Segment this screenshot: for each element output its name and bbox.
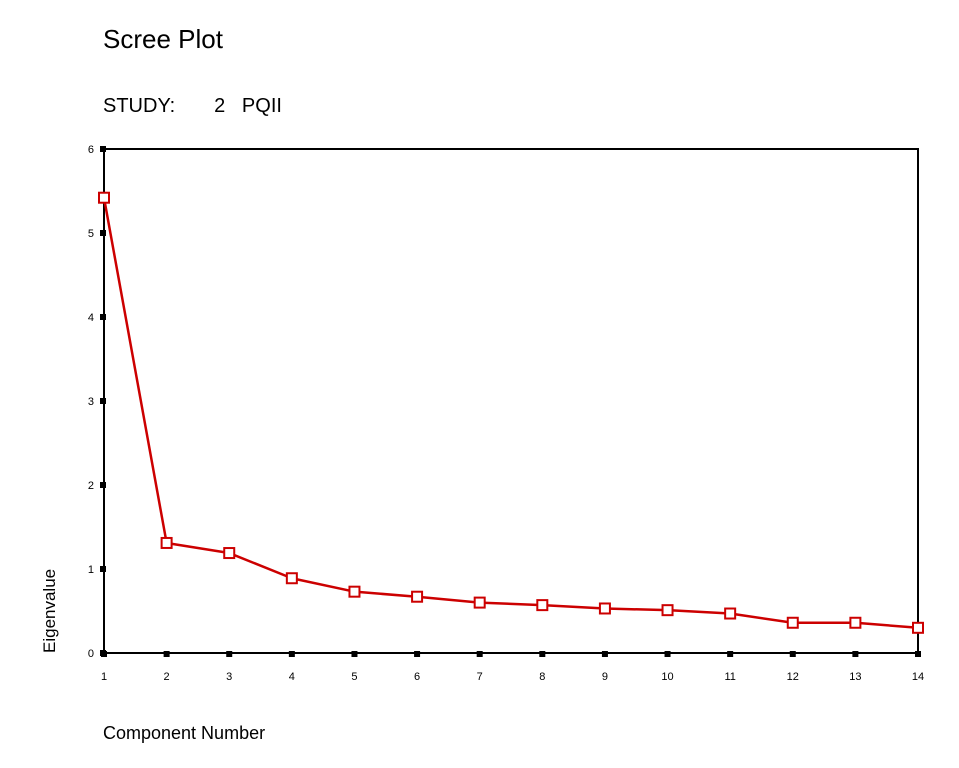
data-point: [160, 536, 173, 549]
y-tick: [100, 566, 106, 572]
x-tick-label: 1: [101, 671, 107, 683]
y-tick-label: 6: [88, 144, 94, 156]
data-point: [285, 572, 298, 585]
x-tick-label: 6: [414, 671, 420, 683]
data-point: [912, 621, 924, 634]
x-tick: [351, 651, 358, 657]
x-tick: [727, 651, 734, 657]
x-tick: [601, 651, 608, 657]
data-point: [786, 616, 799, 629]
data-point: [411, 590, 424, 603]
x-tick: [288, 651, 295, 657]
x-tick: [789, 651, 796, 657]
data-point: [661, 604, 674, 617]
y-tick-label: 5: [88, 228, 94, 240]
x-tick-label: 2: [164, 671, 170, 683]
x-axis-label: Component Number: [103, 723, 266, 743]
x-tick-label: 13: [849, 671, 861, 683]
x-tick-label: 12: [787, 671, 799, 683]
plot-frame: [103, 148, 919, 654]
x-tick-label: 7: [477, 671, 483, 683]
data-point: [348, 585, 361, 598]
data-point: [473, 596, 486, 609]
y-tick: [100, 314, 106, 320]
x-tick-label: 8: [539, 671, 545, 683]
x-tick-label: 11: [724, 671, 735, 683]
data-point: [849, 616, 862, 629]
x-tick: [414, 651, 421, 657]
y-tick-label: 1: [88, 564, 94, 576]
y-axis-label: Eigenvalue: [40, 568, 59, 653]
x-tick: [476, 651, 483, 657]
x-tick: [915, 651, 921, 657]
x-tick-label: 14: [912, 671, 924, 683]
x-tick: [852, 651, 859, 657]
x-tick-label: 9: [602, 671, 608, 683]
y-tick: [100, 230, 106, 236]
x-tick-label: 10: [661, 671, 673, 683]
x-tick: [664, 651, 671, 657]
data-point: [98, 191, 110, 204]
x-tick: [101, 651, 107, 657]
data-point: [223, 547, 236, 560]
x-tick-label: 4: [289, 671, 295, 683]
x-tick-label: 3: [226, 671, 232, 683]
y-tick: [100, 482, 106, 488]
x-tick: [163, 651, 170, 657]
y-tick-label: 4: [88, 312, 94, 324]
y-tick-label: 3: [88, 396, 94, 408]
chart-subtitle: STUDY: 2 PQII: [103, 95, 282, 117]
y-tick: [100, 398, 106, 404]
x-tick: [539, 651, 546, 657]
eigenvalue-line: [102, 197, 919, 630]
y-tick-label: 2: [88, 480, 94, 492]
data-point: [536, 599, 549, 612]
y-tick: [100, 146, 106, 152]
x-tick-label: 5: [351, 671, 357, 683]
chart-title: Scree Plot: [103, 24, 223, 54]
data-point: [724, 607, 737, 620]
y-tick-label: 0: [88, 648, 94, 660]
x-tick: [226, 651, 233, 657]
data-point: [598, 602, 611, 615]
